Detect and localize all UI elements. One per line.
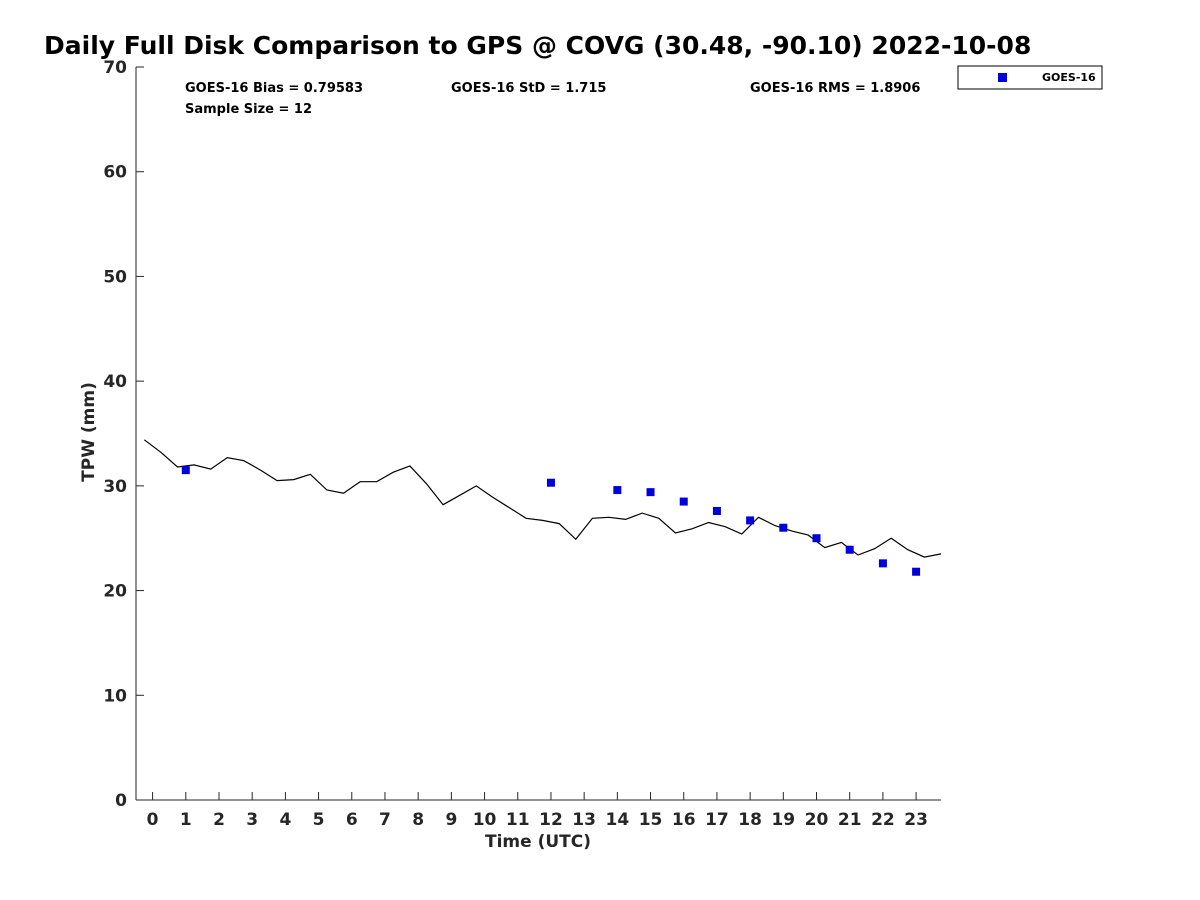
x-tick-label: 23: [904, 810, 928, 830]
legend-box: [957, 65, 1103, 90]
x-tick-label: 18: [738, 810, 762, 830]
y-tick-label: 0: [115, 791, 127, 811]
sample-size-stat: Sample Size = 12: [185, 102, 312, 117]
x-tick-label: 8: [412, 810, 424, 830]
goes16-point: [679, 497, 688, 506]
x-tick-label: 2: [213, 810, 225, 830]
x-axis-label: Time (UTC): [485, 832, 591, 852]
x-tick-label: 6: [346, 810, 358, 830]
goes16-point: [181, 466, 190, 475]
y-tick-label: 70: [103, 58, 127, 78]
y-tick-label: 10: [103, 686, 127, 706]
y-tick-label: 20: [103, 582, 127, 602]
chart-title: Daily Full Disk Comparison to GPS @ COVG…: [44, 31, 1031, 60]
x-tick-label: 15: [639, 810, 663, 830]
x-tick-label: 10: [473, 810, 497, 830]
x-tick-label: 16: [672, 810, 696, 830]
y-axis-label: TPW (mm): [79, 382, 99, 482]
x-tick-label: 21: [838, 810, 862, 830]
goes16-point: [646, 488, 655, 497]
y-tick-label: 30: [103, 477, 127, 497]
y-tick-label: 60: [103, 163, 127, 183]
goes16-point: [546, 478, 555, 487]
x-tick-label: 12: [539, 810, 563, 830]
x-tick-label: 0: [147, 810, 159, 830]
x-tick-label: 20: [805, 810, 829, 830]
goes16-point: [912, 567, 921, 576]
goes16-point: [613, 486, 622, 495]
y-tick-label: 40: [103, 372, 127, 392]
x-tick-label: 22: [871, 810, 895, 830]
legend-marker-square: [998, 73, 1007, 82]
x-tick-label: 7: [379, 810, 391, 830]
x-tick-label: 14: [606, 810, 630, 830]
x-tick-label: 1: [180, 810, 192, 830]
goes16-point: [845, 545, 854, 554]
gps-tpw-line: [143, 439, 942, 558]
std-stat: GOES-16 StD = 1.715: [451, 81, 606, 96]
x-tick-label: 4: [279, 810, 291, 830]
y-tick-label: 50: [103, 267, 127, 287]
bias-stat: GOES-16 Bias = 0.79583: [185, 81, 363, 96]
x-tick-label: 11: [506, 810, 530, 830]
x-tick-label: 13: [572, 810, 596, 830]
goes16-point: [779, 523, 788, 532]
goes16-point: [712, 506, 721, 515]
x-tick-label: 19: [771, 810, 795, 830]
legend: GOES-16: [957, 65, 1103, 90]
goes16-point: [746, 516, 755, 525]
goes16-point: [878, 559, 887, 568]
x-tick-label: 3: [246, 810, 258, 830]
rms-stat: GOES-16 RMS = 1.8906: [750, 81, 920, 96]
x-tick-label: 9: [445, 810, 457, 830]
x-tick-label: 17: [705, 810, 729, 830]
x-tick-label: 5: [313, 810, 325, 830]
legend-label: GOES-16: [1042, 71, 1096, 84]
goes16-point: [812, 534, 821, 543]
